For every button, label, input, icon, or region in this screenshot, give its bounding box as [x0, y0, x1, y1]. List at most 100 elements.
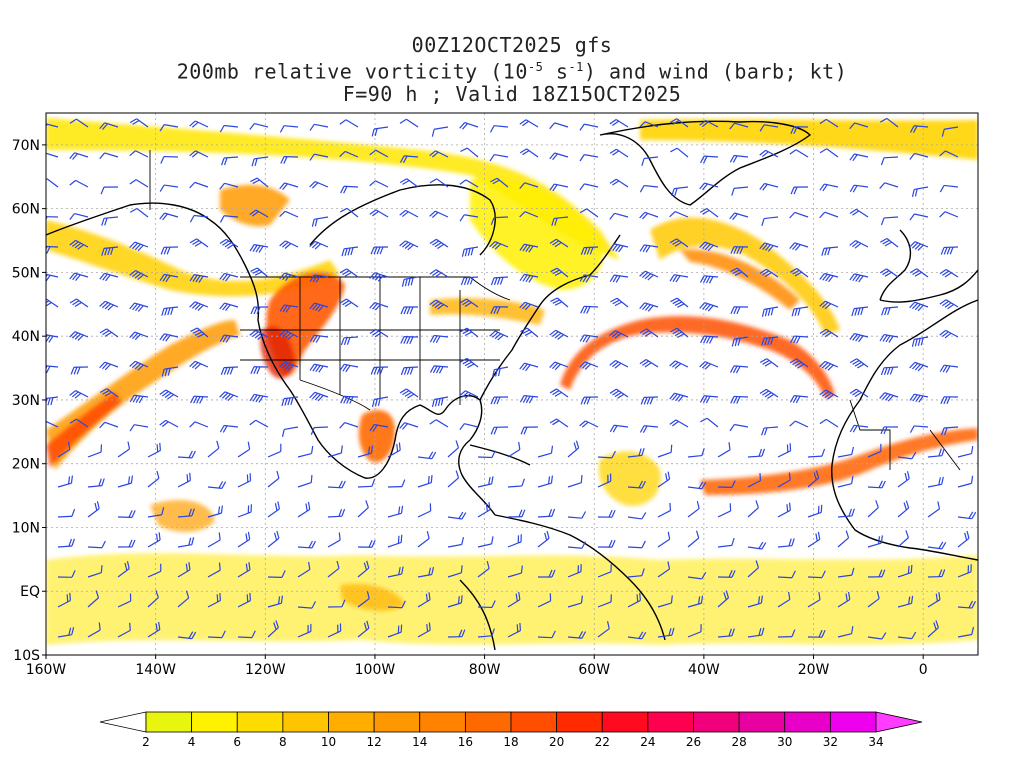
- wind-barb: [281, 426, 299, 437]
- wind-barb: [87, 540, 106, 549]
- coastline-north-america-west: [46, 202, 496, 516]
- wind-barb: [819, 328, 839, 338]
- coastline-north-america-east: [479, 234, 621, 401]
- wind-barb: [237, 630, 256, 639]
- wind-barb: [129, 179, 149, 188]
- wind-barb: [849, 273, 869, 283]
- wind-barb: [190, 395, 209, 404]
- wind-barb: [371, 126, 389, 137]
- wind-barb: [400, 306, 419, 315]
- wind-barb: [339, 150, 359, 158]
- wind-barb: [747, 448, 766, 458]
- wind-barb: [69, 179, 89, 188]
- lat-tick-label: 40N: [12, 329, 40, 345]
- wind-barb: [849, 208, 869, 218]
- wind-barb: [717, 442, 731, 458]
- wind-barb: [219, 215, 239, 223]
- wind-barb: [687, 501, 700, 518]
- wind-barb: [207, 481, 227, 489]
- chart-title: 00Z12OCT2025 gfs 200mb relative vorticit…: [0, 34, 1024, 105]
- wind-barb: [551, 216, 569, 226]
- wind-barb: [477, 536, 494, 548]
- wind-barb: [879, 117, 899, 128]
- wind-barb: [57, 627, 75, 638]
- title-line-2-a: 200mb relative vorticity (10: [176, 59, 528, 84]
- map-frame: [45, 112, 979, 656]
- wind-barb: [639, 121, 659, 128]
- wind-barb: [159, 389, 179, 400]
- wind-barb: [940, 246, 959, 255]
- wind-barb: [327, 560, 340, 578]
- wind-barb: [669, 419, 689, 428]
- wind-barb: [747, 541, 767, 550]
- wind-barb: [627, 480, 646, 489]
- wind-barb: [747, 595, 763, 608]
- wind-barb: [99, 388, 119, 398]
- wind-barb: [957, 600, 977, 609]
- wind-barb: [747, 473, 762, 488]
- wind-barb: [579, 334, 599, 343]
- wind-barb: [837, 567, 855, 578]
- colorbar-box: [373, 711, 421, 733]
- wind-barb: [57, 441, 71, 458]
- wind-barb: [399, 178, 419, 188]
- wind-barb: [399, 155, 419, 164]
- wind-barb: [699, 119, 719, 128]
- wind-barb: [477, 600, 496, 609]
- wind-barb: [159, 124, 179, 132]
- colorbar-level-label: 24: [640, 735, 655, 749]
- wind-barb: [249, 329, 269, 340]
- wind-barb: [567, 475, 583, 488]
- wind-barb: [160, 246, 179, 255]
- wind-barb: [447, 536, 465, 548]
- wind-barb: [520, 327, 539, 338]
- wind-barb: [189, 360, 209, 370]
- colorbar-high-triangle: [875, 711, 923, 733]
- wind-barb: [717, 590, 730, 608]
- wind-barb: [507, 478, 525, 488]
- lon-tick-label: 80W: [469, 662, 501, 678]
- wind-barb: [370, 246, 389, 255]
- wind-barb: [399, 388, 419, 399]
- wind-barb: [279, 361, 299, 371]
- wind-barb: [941, 126, 959, 137]
- wind-barb: [670, 327, 689, 339]
- wind-barb: [249, 393, 269, 403]
- wind-barb: [69, 212, 89, 220]
- wind-barb: [387, 442, 401, 458]
- wind-barb: [429, 334, 449, 344]
- wind-barb: [880, 426, 899, 435]
- wind-barb: [909, 361, 929, 372]
- wind-barb: [279, 210, 299, 218]
- wind-barb: [69, 418, 89, 428]
- wind-barb: [819, 118, 839, 128]
- wind-barb: [519, 362, 539, 372]
- wind-barb: [939, 184, 959, 193]
- wind-barb: [789, 358, 809, 369]
- wind-barb: [117, 539, 136, 548]
- wind-barb: [309, 240, 329, 250]
- wind-barb: [177, 508, 195, 518]
- wind-barb: [177, 562, 191, 578]
- wind-barb: [837, 591, 851, 608]
- wind-barb: [341, 246, 359, 257]
- wind-barb: [580, 305, 599, 314]
- wind-barb: [669, 210, 689, 218]
- wind-barb: [87, 590, 100, 608]
- wind-barb: [789, 211, 809, 219]
- wind-barb: [429, 210, 449, 219]
- wind-barb: [447, 629, 466, 638]
- wind-barb: [207, 532, 221, 548]
- lon-tick-label: 0: [919, 662, 928, 678]
- wind-barb: [759, 388, 779, 399]
- wind-barb: [177, 472, 191, 488]
- us-state-lines: [240, 277, 500, 405]
- wind-barb: [790, 186, 809, 195]
- lat-tick-label: 10S: [13, 648, 40, 664]
- wind-barb: [939, 268, 959, 278]
- wind-barb: [519, 119, 539, 128]
- colorbar-level-label: 32: [823, 735, 838, 749]
- wind-barb: [761, 336, 779, 346]
- colorbar-box: [145, 711, 193, 733]
